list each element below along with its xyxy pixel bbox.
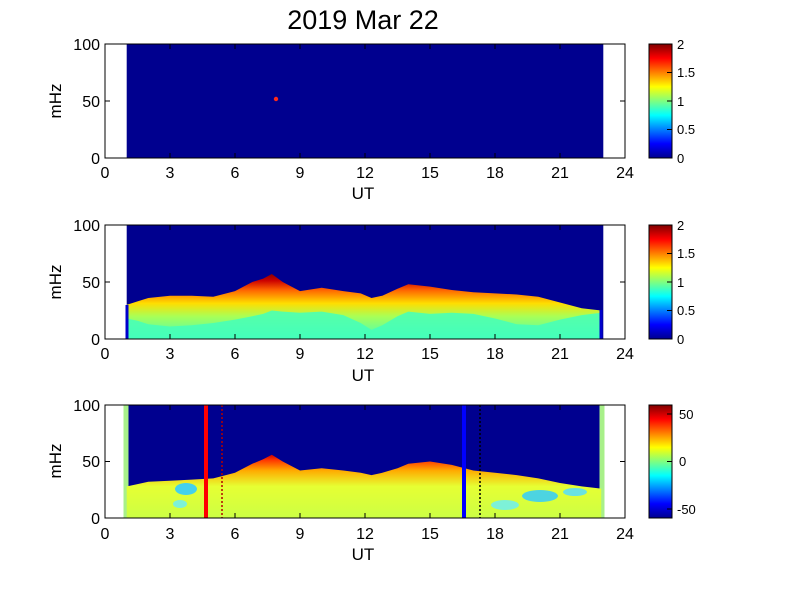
x-tick-label: 12 bbox=[356, 165, 374, 182]
y-tick-label: 100 bbox=[73, 37, 100, 54]
y-ticks-3 bbox=[105, 404, 625, 519]
heatmap-fill-1 bbox=[126, 44, 604, 158]
x-tick-label: 0 bbox=[101, 165, 110, 182]
x-axis-label: UT bbox=[352, 366, 375, 385]
x-tick-label: 9 bbox=[296, 165, 305, 182]
y-tick-label: 100 bbox=[73, 398, 100, 415]
x-axis-label: UT bbox=[352, 545, 375, 564]
panel-3: 100 50 0 0 3 6 9 12 15 18 21 24 UT mHz 5… bbox=[46, 398, 696, 564]
x-tick-label: 12 bbox=[356, 526, 374, 543]
colorbar-ticks-3 bbox=[667, 413, 672, 510]
x-tick-label: 15 bbox=[421, 346, 439, 363]
x-tick-label: 3 bbox=[166, 526, 175, 543]
x-tick-label: 0 bbox=[101, 346, 110, 363]
x-tick-label: 24 bbox=[616, 165, 634, 182]
data-point bbox=[273, 96, 279, 102]
x-tick-label: 18 bbox=[486, 165, 504, 182]
y-ticks-2 bbox=[105, 224, 625, 340]
x-ticks-2 bbox=[169, 225, 561, 339]
x-tick-label: 24 bbox=[616, 346, 634, 363]
colorbar-tick-label: 1.5 bbox=[677, 246, 695, 261]
low-frequency-band-2 bbox=[126, 310, 602, 339]
colorbar-tick-label: 0 bbox=[677, 151, 684, 166]
data-start-edge-3 bbox=[123, 405, 129, 518]
cool-patch bbox=[491, 500, 519, 510]
colorbar-tick-label: 0 bbox=[677, 332, 684, 347]
y-axis-label: mHz bbox=[46, 265, 65, 300]
colorbar-tick-label: 0.5 bbox=[677, 303, 695, 318]
y-tick-label: 50 bbox=[82, 94, 100, 111]
heatmap-band-3 bbox=[126, 454, 602, 518]
x-tick-label: 15 bbox=[421, 165, 439, 182]
x-tick-label: 18 bbox=[486, 346, 504, 363]
x-tick-label: 9 bbox=[296, 346, 305, 363]
colorbar-tick-label: 1 bbox=[677, 275, 684, 290]
colorbar-tick-label: 0.5 bbox=[677, 122, 695, 137]
colorbar-tick-label: 2 bbox=[677, 218, 684, 233]
panel-1: 100 50 0 0 3 6 9 12 15 18 21 24 UT mHz 2… bbox=[46, 37, 695, 203]
colorbar-ticks-2 bbox=[667, 224, 672, 340]
x-axis-label: UT bbox=[352, 184, 375, 203]
panel-2: 100 50 0 0 3 6 9 12 15 18 21 24 UT mHz 2… bbox=[46, 218, 695, 385]
x-tick-label: 15 bbox=[421, 526, 439, 543]
y-tick-label: 0 bbox=[91, 332, 100, 349]
x-tick-label: 6 bbox=[231, 165, 240, 182]
y-tick-label: 100 bbox=[73, 218, 100, 235]
x-tick-label: 21 bbox=[551, 165, 569, 182]
colorbar-tick-label: 50 bbox=[679, 407, 693, 422]
event-markers-3 bbox=[204, 405, 481, 518]
x-tick-label: 6 bbox=[231, 526, 240, 543]
colorbar-tick-label: 0 bbox=[679, 454, 686, 469]
x-ticks-1 bbox=[169, 44, 561, 158]
x-tick-label: 24 bbox=[616, 526, 634, 543]
y-tick-label: 50 bbox=[82, 454, 100, 471]
x-tick-label: 12 bbox=[356, 346, 374, 363]
y-tick-label: 0 bbox=[91, 511, 100, 528]
y-tick-label: 50 bbox=[82, 275, 100, 292]
colorbar-tick-label: -50 bbox=[677, 502, 696, 517]
cool-patch bbox=[173, 500, 187, 508]
colorbar-tick-label: 1.5 bbox=[677, 65, 695, 80]
y-axis-label: mHz bbox=[46, 84, 65, 119]
x-tick-label: 0 bbox=[101, 526, 110, 543]
x-ticks-3 bbox=[169, 405, 561, 518]
x-tick-label: 6 bbox=[231, 346, 240, 363]
data-end-edge-3 bbox=[599, 405, 605, 518]
x-tick-label: 21 bbox=[551, 346, 569, 363]
figure-title: 2019 Mar 22 bbox=[287, 5, 439, 35]
x-tick-label: 21 bbox=[551, 526, 569, 543]
cool-patch bbox=[175, 483, 197, 495]
colorbar-ticks-1 bbox=[667, 43, 672, 159]
colorbar-tick-label: 1 bbox=[677, 94, 684, 109]
y-axis-label: mHz bbox=[46, 444, 65, 479]
y-tick-label: 0 bbox=[91, 151, 100, 168]
x-tick-label: 3 bbox=[166, 346, 175, 363]
cool-patch bbox=[522, 490, 558, 502]
x-tick-label: 3 bbox=[166, 165, 175, 182]
cool-patches-3 bbox=[173, 483, 587, 510]
x-tick-label: 18 bbox=[486, 526, 504, 543]
y-ticks-1 bbox=[105, 43, 625, 159]
colorbar-tick-label: 2 bbox=[677, 37, 684, 52]
cool-patch bbox=[563, 488, 587, 496]
x-tick-label: 9 bbox=[296, 526, 305, 543]
